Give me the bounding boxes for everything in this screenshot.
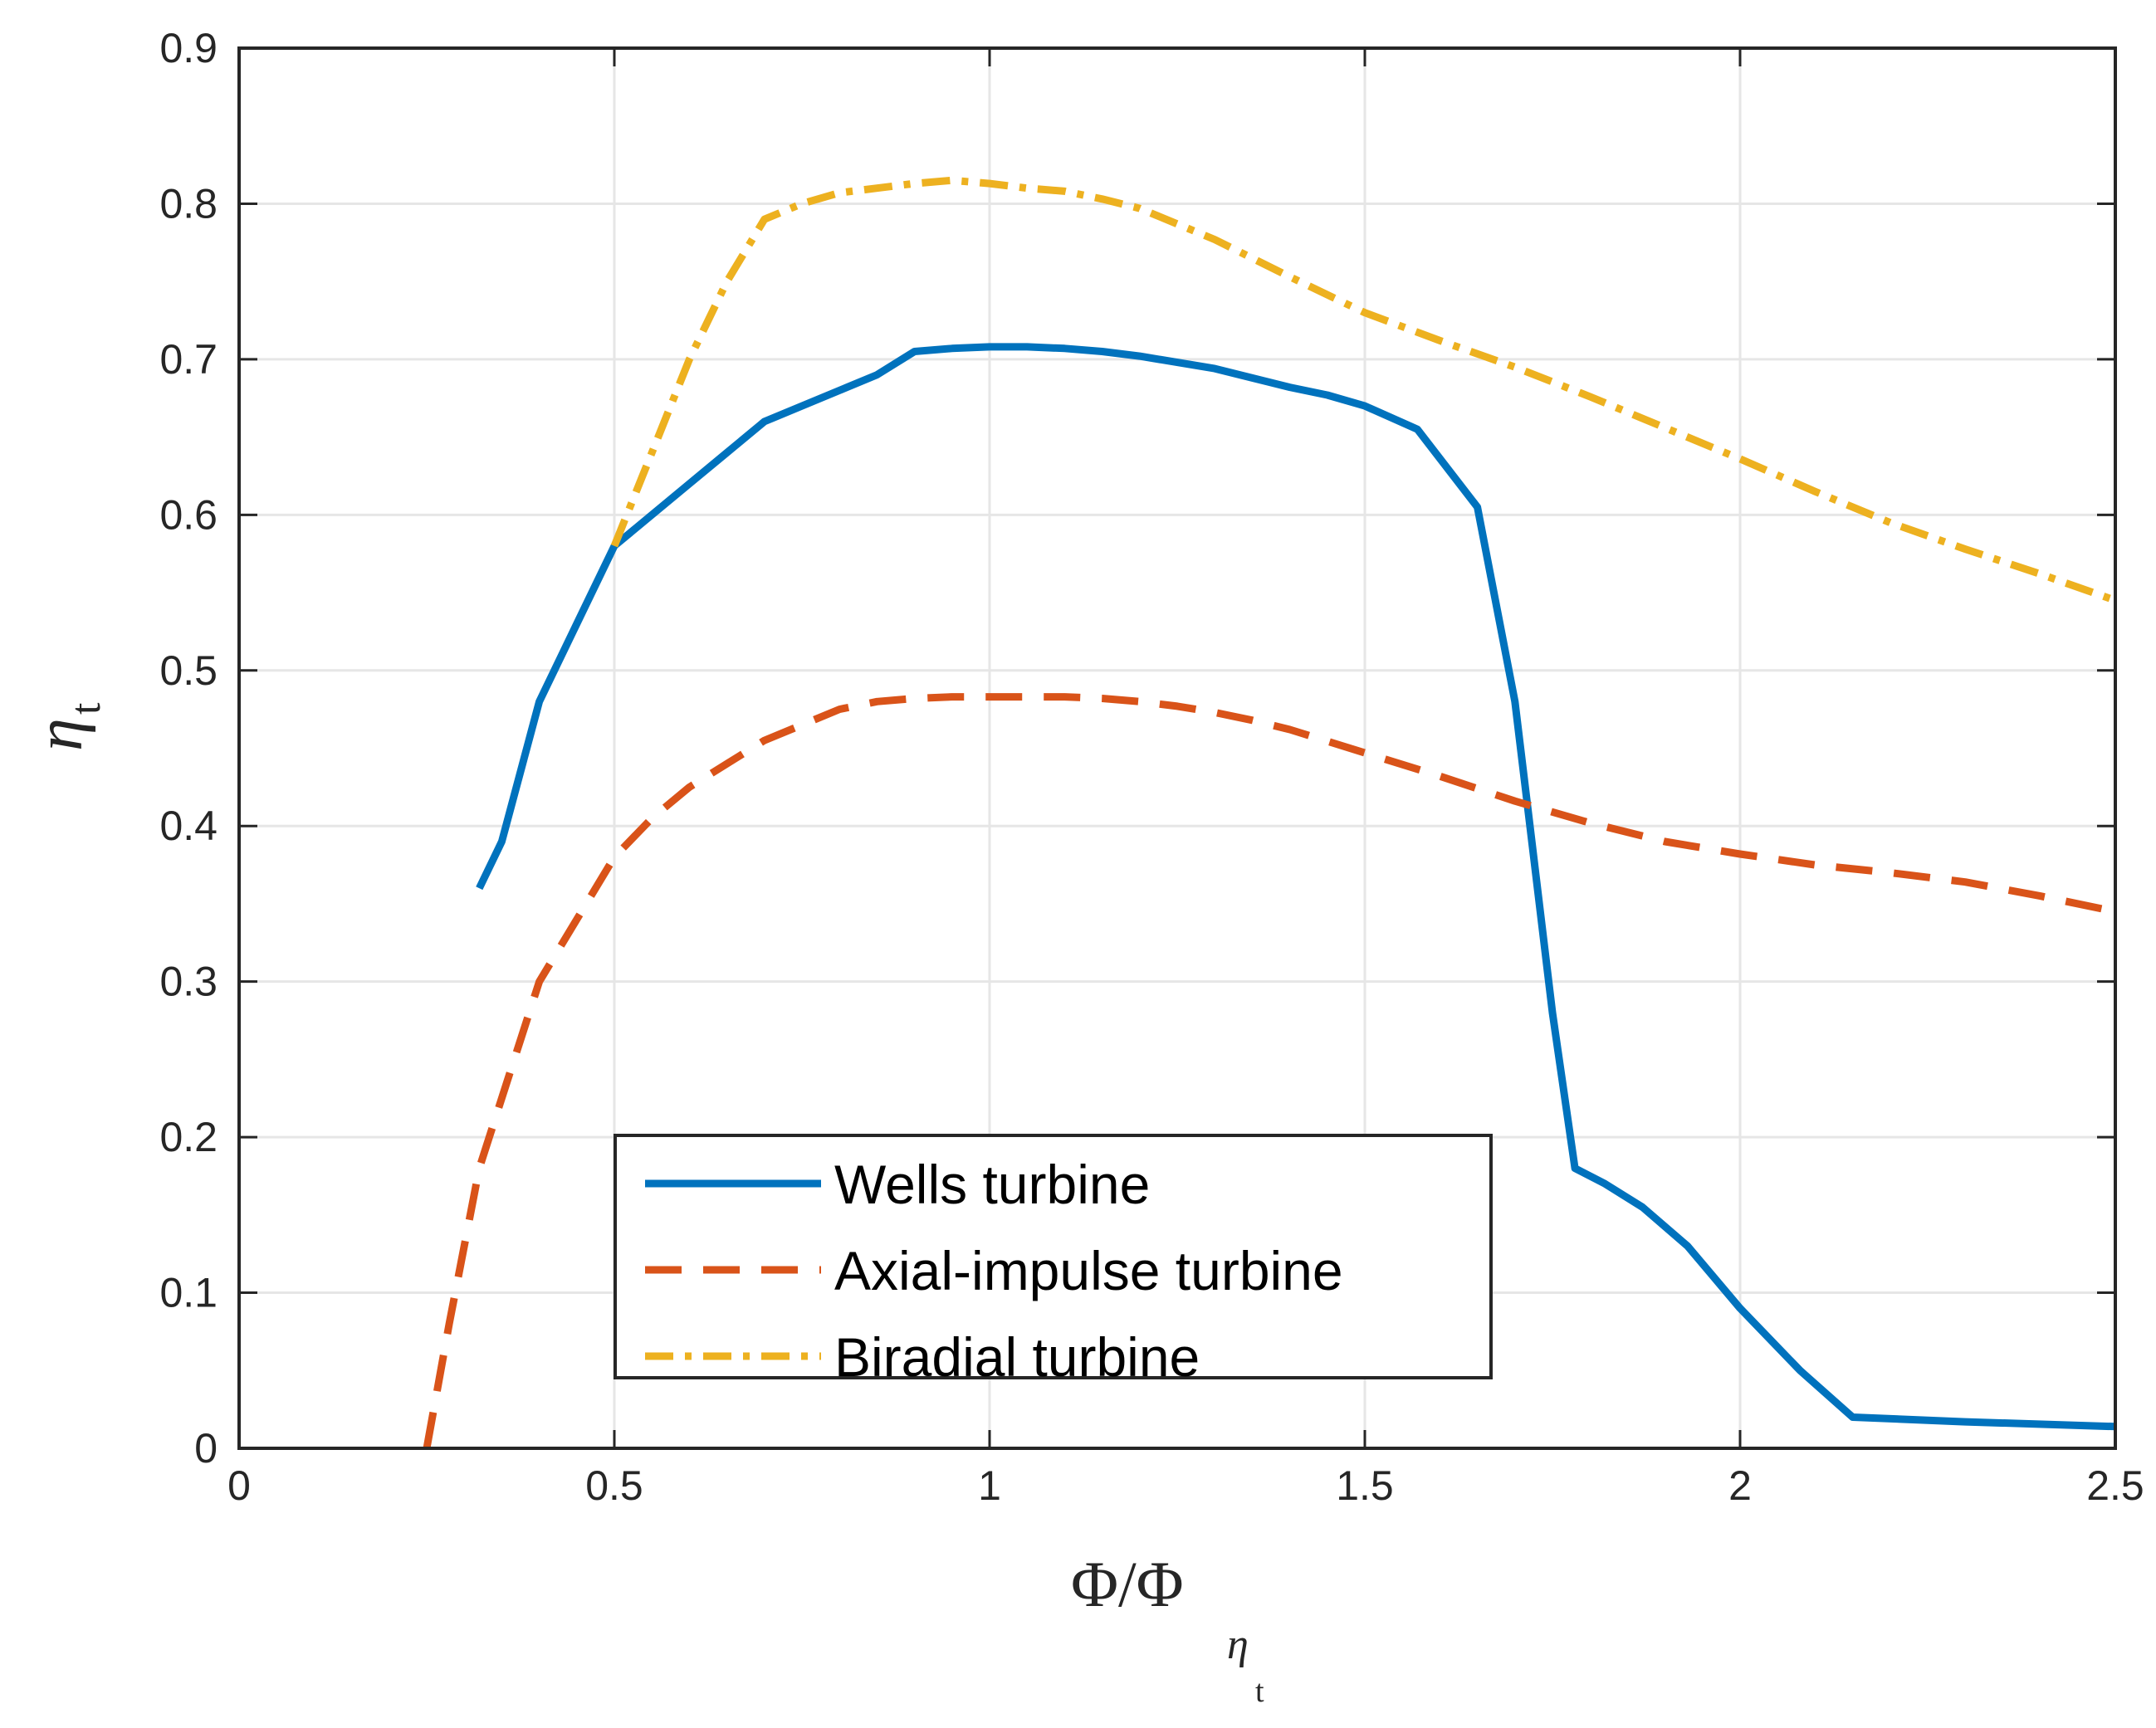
y-tick-label: 0.8	[159, 180, 218, 227]
y-tick-label: 0.7	[159, 336, 218, 383]
x-tick-label: 0	[227, 1462, 251, 1509]
y-tick-label: 0.2	[159, 1114, 218, 1160]
series-line-wells-turbine	[476, 343, 2116, 1431]
x-tick-label: 2	[1728, 1462, 1752, 1509]
y-tick-label: 0.6	[159, 491, 218, 538]
series-line-axial-impulse-turbine	[423, 693, 2116, 1449]
y-tick-label: 0.3	[159, 959, 218, 1005]
y-tick-label: 0.5	[159, 647, 218, 694]
y-tick-label: 0.9	[159, 25, 218, 71]
x-tick-label: 2.5	[2086, 1462, 2144, 1509]
x-axis-label: Φ/Φ	[1071, 1548, 1184, 1620]
x-tick-label: 0.5	[585, 1462, 643, 1509]
y-axis-label-subscript: t	[62, 702, 110, 715]
y-tick-label: 0	[194, 1425, 218, 1472]
x-axis-label-subscript: η	[1227, 1621, 1249, 1668]
series-lines	[423, 176, 2117, 1449]
x-tick-label: 1.5	[1336, 1462, 1394, 1509]
legend-box	[614, 1134, 1493, 1379]
legend: Wells turbine Axial-impulse turbine Biradi…	[614, 1134, 1493, 1388]
legend-label: Biradial turbine	[834, 1326, 1200, 1388]
legend-label: Wells turbine	[834, 1154, 1150, 1215]
axis-ticks: 0 0.5 1 1.5 2 2.5 0 0.1 0.2 0.3 0.4 0.5 0.6 0.7 0.8 0.9	[159, 25, 2144, 1509]
y-axis-label-main: η	[23, 718, 96, 751]
x-axis-label-subsubscript: t	[1255, 1674, 1264, 1709]
x-tick-label: 1	[978, 1462, 1001, 1509]
plot-frame	[237, 46, 2117, 1450]
legend-label: Axial-impulse turbine	[834, 1240, 1343, 1301]
x-axis-label-main: Φ/Φ	[1071, 1548, 1184, 1620]
series-line-biradial-turbine	[610, 176, 2117, 604]
y-tick-label: 0.1	[159, 1270, 218, 1316]
y-axis-label: η t	[23, 702, 110, 751]
y-tick-label: 0.4	[159, 803, 218, 849]
